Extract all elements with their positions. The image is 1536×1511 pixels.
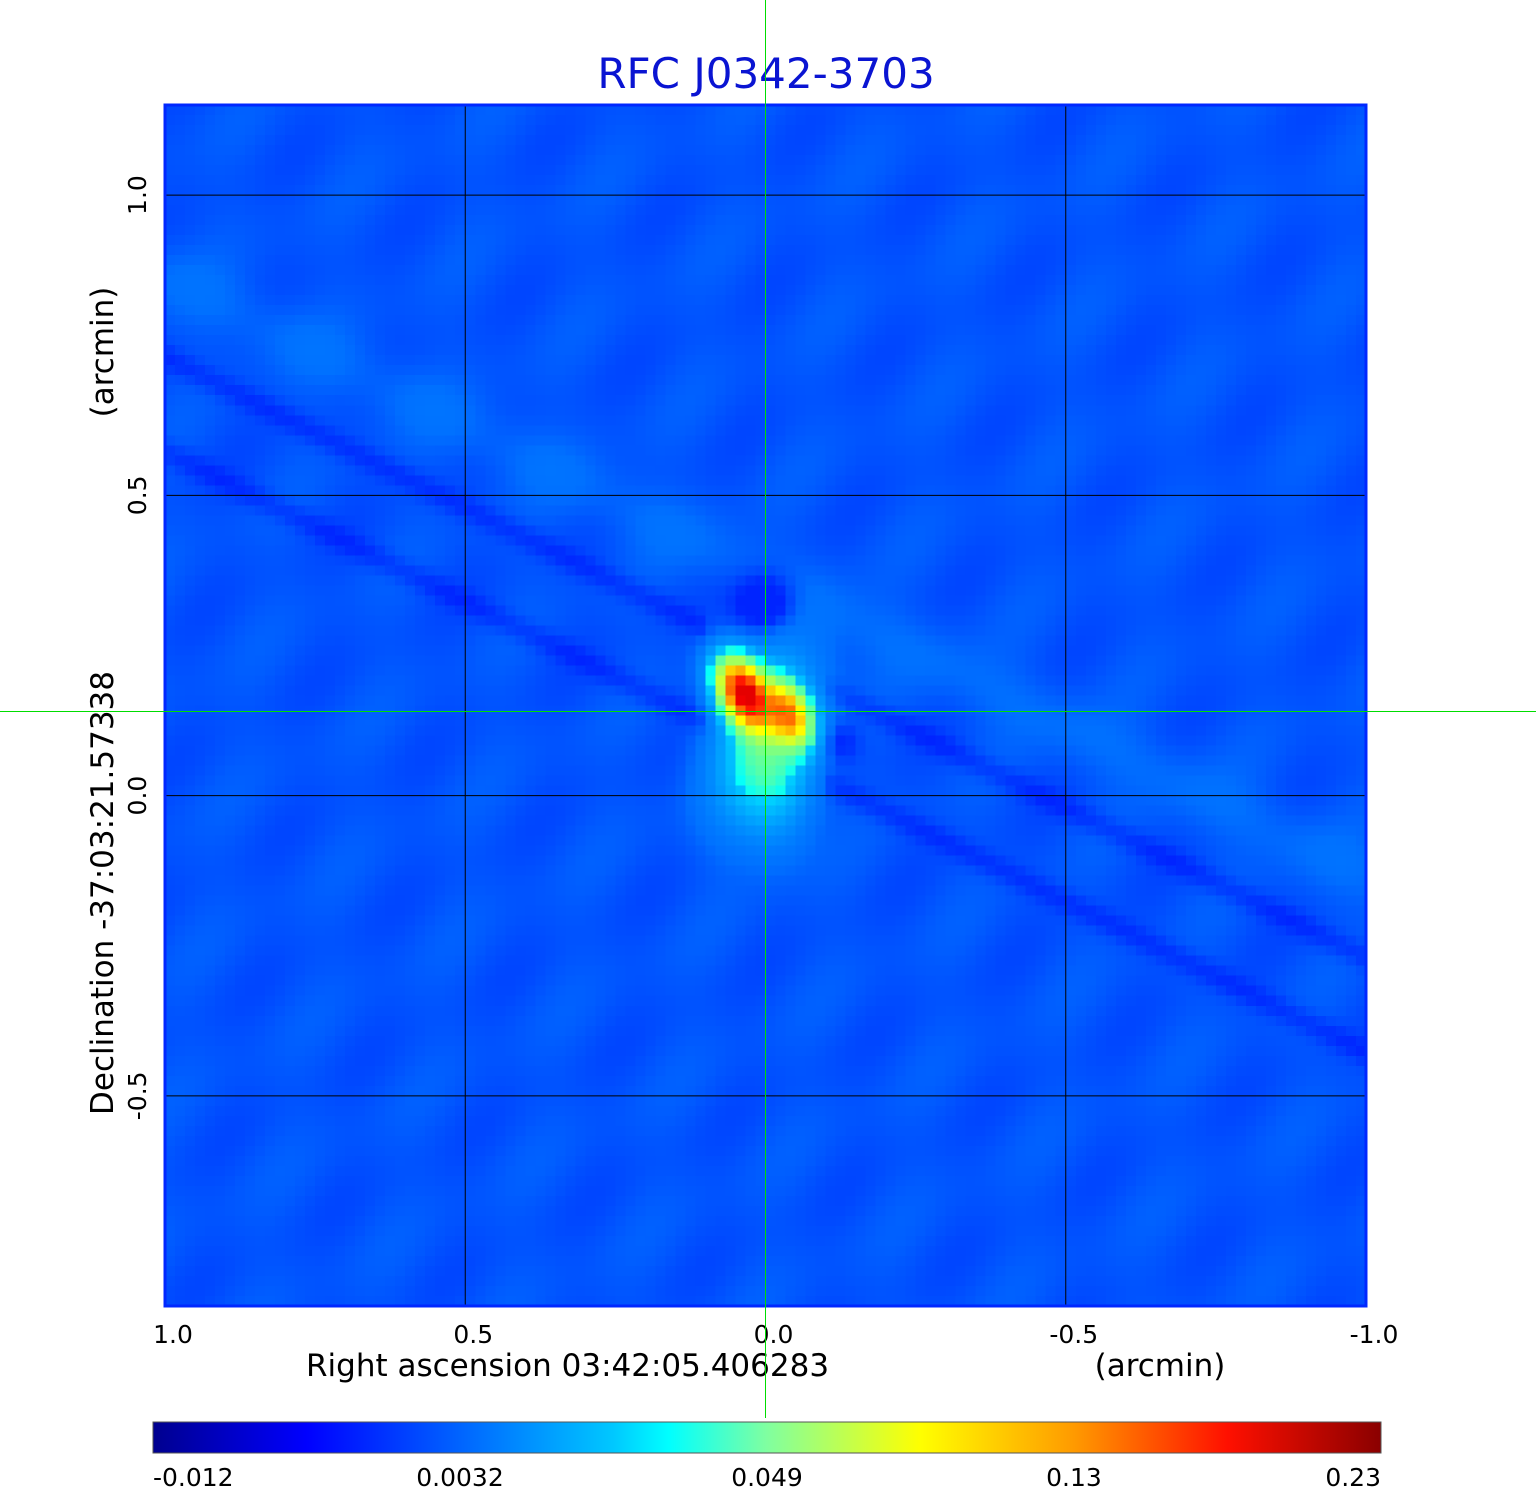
x-tick-label: 1.0 [153,1320,193,1349]
colorbar-tick-label: -0.012 [153,1463,234,1492]
colorbar-tick-label: 0.0032 [416,1463,503,1492]
y-axis-label: Declination -37:03:21.57338 [85,671,121,1115]
colorbar-tick-label: 0.13 [1046,1463,1102,1492]
x-tick-label: 0.5 [453,1320,493,1349]
x-axis-label: Right ascension 03:42:05.406283 [306,1348,829,1384]
y-tick-label: 1.0 [123,175,152,215]
crosshair [0,0,1536,1418]
x-tick-label: -0.5 [1049,1320,1098,1349]
y-tick-label: 0.0 [123,776,152,816]
colorbar [152,1421,1382,1454]
y-tick-label: -0.5 [123,1071,152,1120]
colorbar-tick-label: 0.23 [1325,1463,1381,1492]
colorbar-tick-labels: -0.012 0.0032 0.049 0.13 0.23 [153,1463,1381,1492]
colorbar-tick-label: 0.049 [731,1463,803,1492]
x-tick-label: 0.0 [754,1320,794,1349]
x-axis-unit: (arcmin) [1095,1348,1226,1384]
x-tick-labels: 1.0 0.5 0.0 -0.5 -1.0 [153,1320,1398,1349]
x-tick-label: -1.0 [1350,1320,1399,1349]
y-axis-unit: (arcmin) [85,287,121,418]
y-tick-label: 0.5 [123,475,152,515]
y-tick-labels: -0.5 0.0 0.5 1.0 [123,175,152,1120]
